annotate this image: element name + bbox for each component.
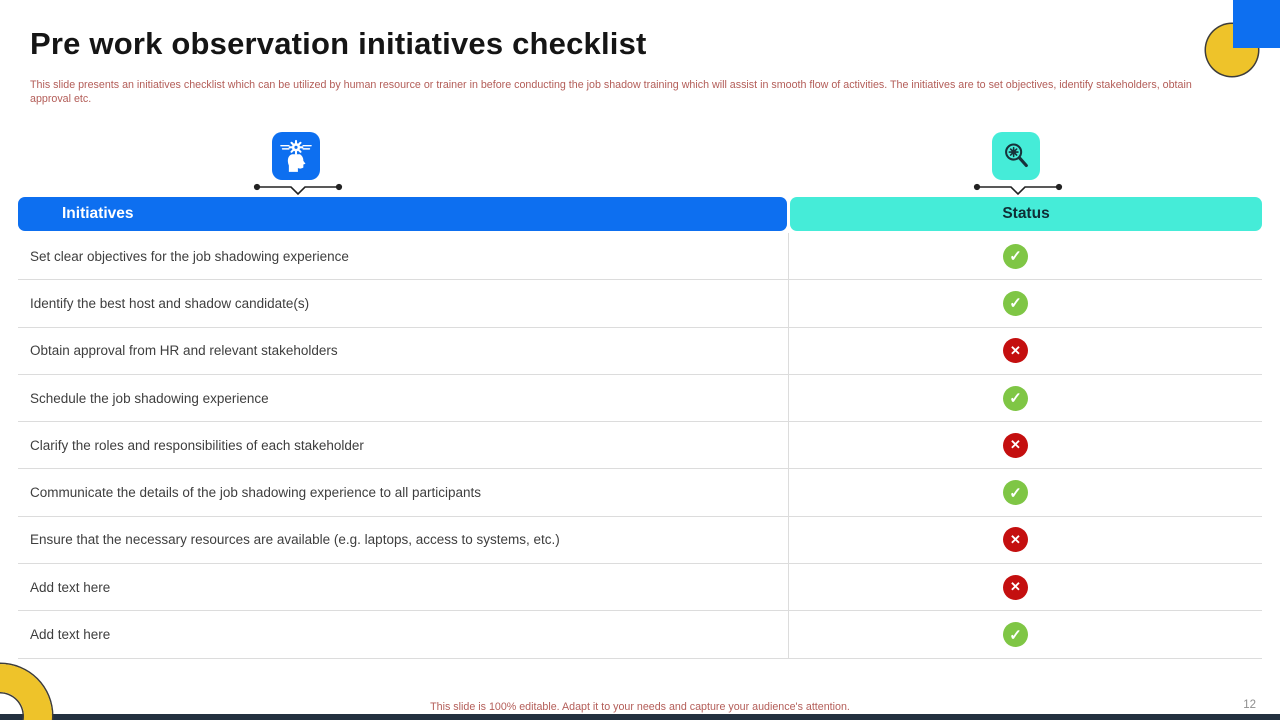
check-circle-icon: ✓ bbox=[1003, 385, 1028, 411]
initiative-cell[interactable]: Add text here bbox=[30, 627, 111, 643]
cross-circle-icon: ✕ bbox=[1003, 527, 1028, 553]
editable-note: This slide is 100% editable. Adapt it to… bbox=[430, 701, 850, 713]
check-circle-icon: ✓ bbox=[1003, 243, 1028, 269]
table-row: Add text here ✕ bbox=[18, 564, 1262, 612]
bottom-bar-decoration bbox=[0, 714, 1280, 720]
column-header-initiatives: Initiatives bbox=[18, 197, 787, 231]
cross-circle-icon: ✕ bbox=[1003, 338, 1028, 364]
checklist-table: Initiatives Status Set clear objectives … bbox=[18, 197, 1262, 659]
table-row: Schedule the job shadowing experience ✓ bbox=[18, 374, 1262, 423]
connector-line-left bbox=[253, 183, 343, 196]
status-cell: ✕ bbox=[788, 516, 1262, 564]
status-cell: ✕ bbox=[788, 422, 1262, 469]
table-row: Set clear objectives for the job shadowi… bbox=[18, 233, 1262, 281]
table-body: Set clear objectives for the job shadowi… bbox=[18, 233, 1262, 659]
magnifier-gear-icon bbox=[992, 132, 1040, 180]
status-cell: ✓ bbox=[788, 233, 1262, 280]
initiative-cell: Obtain approval from HR and relevant sta… bbox=[30, 343, 338, 359]
initiative-cell: Schedule the job shadowing experience bbox=[30, 390, 269, 406]
status-cell: ✓ bbox=[788, 280, 1262, 327]
page-title: Pre work observation initiatives checkli… bbox=[30, 26, 647, 61]
initiative-cell: Set clear objectives for the job shadowi… bbox=[30, 248, 349, 264]
page-number: 12 bbox=[1243, 699, 1256, 711]
table-row: Obtain approval from HR and relevant sta… bbox=[18, 327, 1262, 375]
initiative-cell[interactable]: Add text here bbox=[30, 579, 111, 595]
status-cell: ✓ bbox=[788, 374, 1262, 422]
head-gear-brainstorm-icon bbox=[272, 132, 320, 180]
table-row: Communicate the details of the job shado… bbox=[18, 469, 1262, 517]
blue-square-decoration bbox=[1233, 0, 1280, 48]
status-cell: ✕ bbox=[788, 564, 1262, 611]
cross-circle-icon: ✕ bbox=[1003, 432, 1028, 458]
initiative-cell: Ensure that the necessary resources are … bbox=[30, 532, 560, 548]
table-row: Identify the best host and shadow candid… bbox=[18, 280, 1262, 328]
table-header: Initiatives Status bbox=[18, 197, 1262, 231]
connector-line-right bbox=[973, 183, 1063, 196]
initiative-cell: Communicate the details of the job shado… bbox=[30, 485, 482, 501]
table-row: Clarify the roles and responsibilities o… bbox=[18, 422, 1262, 470]
yellow-ring-decoration bbox=[0, 664, 52, 720]
status-cell: ✓ bbox=[788, 611, 1262, 658]
slide-description: This slide presents an initiatives check… bbox=[30, 79, 1192, 105]
check-circle-icon: ✓ bbox=[1003, 290, 1028, 316]
check-circle-icon: ✓ bbox=[1003, 622, 1028, 648]
cross-circle-icon: ✕ bbox=[1003, 574, 1028, 600]
initiative-cell: Clarify the roles and responsibilities o… bbox=[30, 437, 364, 453]
column-header-status: Status bbox=[790, 197, 1262, 231]
check-circle-icon: ✓ bbox=[1003, 480, 1028, 506]
table-row: Add text here ✓ bbox=[18, 611, 1262, 659]
initiative-cell: Identify the best host and shadow candid… bbox=[30, 295, 310, 311]
status-cell: ✓ bbox=[788, 469, 1262, 516]
status-cell: ✕ bbox=[788, 327, 1262, 374]
table-row: Ensure that the necessary resources are … bbox=[18, 516, 1262, 565]
